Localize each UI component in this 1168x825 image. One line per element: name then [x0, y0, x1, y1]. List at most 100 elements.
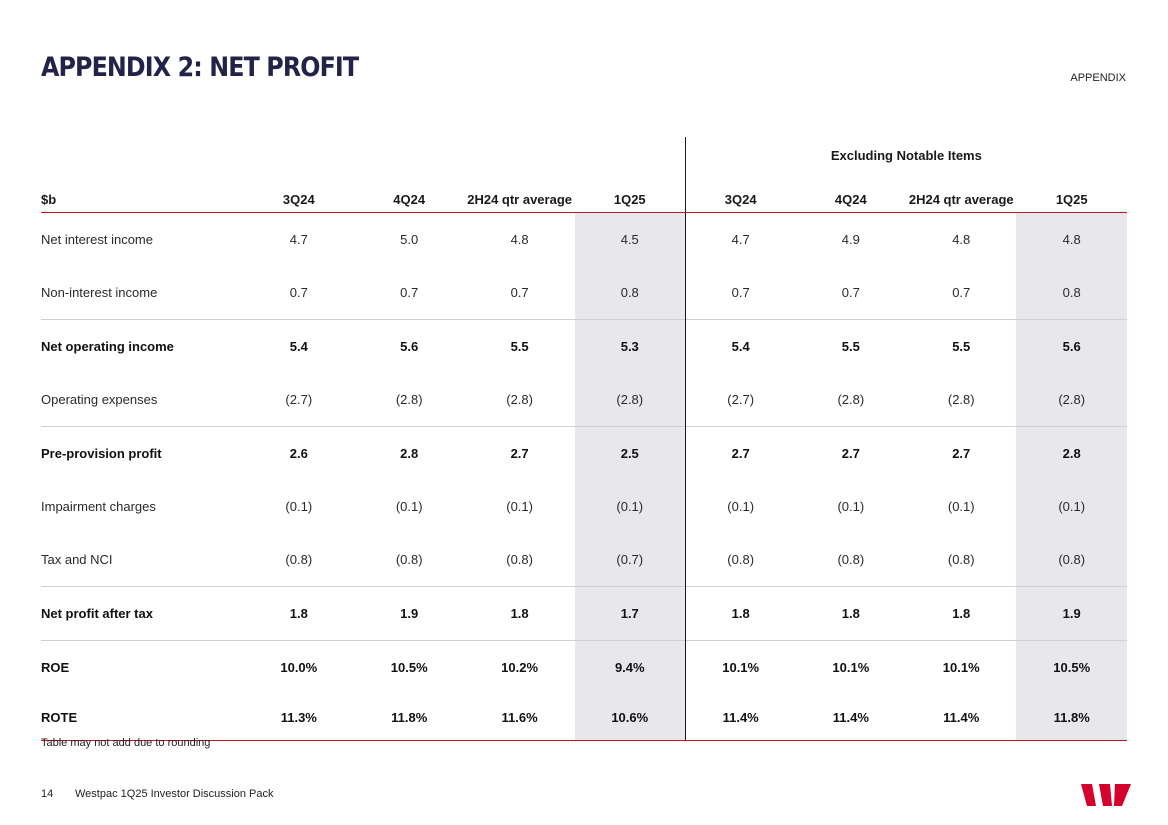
table-cell: (0.1) [574, 480, 686, 533]
table-cell: 5.6 [1016, 319, 1127, 373]
table-group-header-row: Excluding Notable Items [41, 137, 1127, 163]
table-cell: (0.7) [574, 533, 686, 587]
table-row: Tax and NCI (0.8) (0.8) (0.8) (0.7) (0.8) (0.8… [41, 533, 1127, 587]
table-cell: 4.8 [1016, 212, 1127, 266]
table-cell: 2.8 [354, 426, 465, 480]
table-cell: 11.6% [464, 694, 575, 741]
table-row: Net interest income 4.7 5.0 4.8 4.5 4.7 4.9 4.8… [41, 212, 1127, 266]
table-cell: 5.5 [906, 319, 1017, 373]
table-row: Net profit after tax 1.8 1.9 1.8 1.7 1.8 1.8 1.… [41, 586, 1127, 641]
table-cell: (0.1) [506, 499, 533, 514]
row-label: Net profit after tax [41, 586, 244, 641]
section-label: APPENDIX [1070, 72, 1126, 84]
column-header-unit: $b [41, 163, 244, 213]
table-cell: 1.9 [1016, 586, 1127, 641]
table-cell: (0.1) [395, 499, 423, 514]
table-cell: (0.1) [727, 499, 755, 514]
table-cell: (2.8) [837, 392, 865, 407]
table-cell: (0.1) [285, 499, 313, 514]
table-cell: (0.1) [947, 499, 975, 514]
column-header: 1Q25 [1016, 163, 1127, 213]
table-row: Pre-provision profit 2.6 2.8 2.7 2.5 2.7 2.7 2.… [41, 426, 1127, 480]
table-cell: 0.8 [574, 266, 686, 320]
column-header: 1Q25 [574, 163, 686, 213]
column-header: 2H24 qtr average [906, 163, 1017, 213]
table-cell: (2.8) [395, 392, 423, 407]
table-cell: 2.7 [685, 426, 796, 480]
table-header-row: $b 3Q24 4Q24 2H24 qtr average 1Q25 3Q24 … [41, 163, 1127, 213]
table-cell: 5.0 [400, 232, 419, 247]
table-cell: 10.1% [685, 640, 796, 694]
table-cell: 10.1% [795, 640, 907, 694]
table-row: ROE 10.0% 10.5% 10.2% 9.4% 10.1% 10.1% 10.1% 10.… [41, 640, 1127, 694]
table-cell: 2.7 [795, 426, 907, 480]
table-cell: (0.1) [837, 499, 865, 514]
table-row: Non-interest income 0.7 0.7 0.7 0.8 0.7 0.7 0.7… [41, 266, 1127, 320]
row-label: Net operating income [41, 319, 244, 373]
table-cell: (2.8) [574, 373, 686, 427]
table-cell: 1.9 [354, 586, 465, 641]
row-label: Net interest income [41, 232, 153, 247]
table-body: Net interest income 4.7 5.0 4.8 4.5 4.7 4.9 4.8… [41, 212, 1127, 741]
table-cell: 0.8 [1016, 266, 1127, 320]
table-cell: 1.8 [685, 586, 796, 641]
document-title: Westpac 1Q25 Investor Discussion Pack [75, 788, 274, 800]
table-cell: 2.7 [906, 426, 1017, 480]
table-cell: 11.8% [354, 694, 465, 741]
table-cell: 5.5 [464, 319, 575, 373]
table-cell: 2.7 [464, 426, 575, 480]
column-header: 3Q24 [243, 163, 354, 213]
table-cell: 0.7 [731, 285, 750, 300]
westpac-logo-icon [1081, 784, 1131, 806]
table-cell: (0.8) [837, 552, 865, 567]
column-header: 4Q24 [795, 163, 907, 213]
row-label: ROTE [41, 694, 244, 741]
footnote: Table may not add due to rounding [41, 737, 211, 749]
table-cell: (0.8) [285, 552, 313, 567]
net-profit-table: Excluding Notable Items $b 3Q24 4Q24 2H2… [41, 137, 1127, 741]
table-cell: 5.4 [243, 319, 354, 373]
column-header: 3Q24 [685, 163, 796, 213]
table-cell: 4.5 [574, 212, 686, 266]
table-cell: (0.1) [1016, 480, 1127, 533]
table-cell: 10.2% [464, 640, 575, 694]
table-cell: 11.3% [243, 694, 354, 741]
table-cell: (2.8) [506, 392, 533, 407]
table-cell: 0.7 [289, 285, 308, 300]
table-row: ROTE 11.3% 11.8% 11.6% 10.6% 11.4% 11.4% 11.4% 1… [41, 694, 1127, 741]
table-cell: (0.8) [1016, 533, 1127, 587]
table-cell: 4.7 [731, 232, 750, 247]
column-header: 4Q24 [354, 163, 465, 213]
table-cell: 0.7 [952, 285, 971, 300]
table-cell: (0.8) [395, 552, 423, 567]
table-cell: 1.8 [464, 586, 575, 641]
table-cell: (0.8) [727, 552, 755, 567]
table-cell: 2.6 [243, 426, 354, 480]
table-row: Net operating income 5.4 5.6 5.5 5.3 5.4 5.5 5.… [41, 319, 1127, 373]
table-cell: 1.8 [906, 586, 1017, 641]
table-cell: 1.8 [795, 586, 907, 641]
table-cell: 10.5% [1016, 640, 1127, 694]
column-header: 2H24 qtr average [464, 163, 575, 213]
row-label: Operating expenses [41, 392, 158, 407]
table-cell: 2.8 [1016, 426, 1127, 480]
group-header-excluding-notable-items: Excluding Notable Items [830, 148, 982, 163]
table-cell: 10.1% [906, 640, 1017, 694]
page-title: Appendix 2: Net profit [41, 52, 359, 83]
table-cell: (2.7) [727, 392, 755, 407]
row-label: Non-interest income [41, 285, 158, 300]
table-cell: 0.7 [400, 285, 419, 300]
table-cell: 4.9 [841, 232, 860, 247]
table-cell: 10.5% [354, 640, 465, 694]
table-cell: (0.8) [947, 552, 975, 567]
table-cell: 9.4% [574, 640, 686, 694]
table-cell: 0.7 [841, 285, 860, 300]
table-cell: 4.7 [289, 232, 308, 247]
table-cell: 1.8 [243, 586, 354, 641]
table-cell: 1.7 [574, 586, 686, 641]
table-cell: 11.4% [795, 694, 907, 741]
table-cell: 11.4% [685, 694, 796, 741]
table-cell: 2.5 [574, 426, 686, 480]
footer: 14 Westpac 1Q25 Investor Discussion Pack [41, 788, 274, 800]
table-cell: 4.8 [952, 232, 971, 247]
